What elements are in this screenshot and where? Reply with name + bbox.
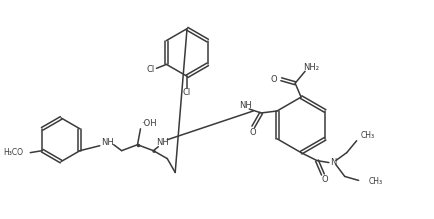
Text: Cl: Cl	[183, 88, 191, 97]
Text: N: N	[330, 158, 336, 167]
Text: NH₂: NH₂	[303, 63, 319, 72]
Text: O: O	[270, 75, 276, 84]
Text: NH: NH	[239, 101, 252, 110]
Text: H₃CO: H₃CO	[3, 148, 23, 157]
Text: ·OH: ·OH	[141, 119, 157, 128]
Text: CH₃: CH₃	[368, 177, 383, 186]
Text: O: O	[250, 128, 256, 137]
Text: O: O	[322, 175, 328, 184]
Text: NH: NH	[102, 138, 114, 147]
Text: NH: NH	[156, 138, 169, 147]
Text: CH₃: CH₃	[361, 131, 375, 140]
Text: Cl: Cl	[146, 65, 155, 74]
